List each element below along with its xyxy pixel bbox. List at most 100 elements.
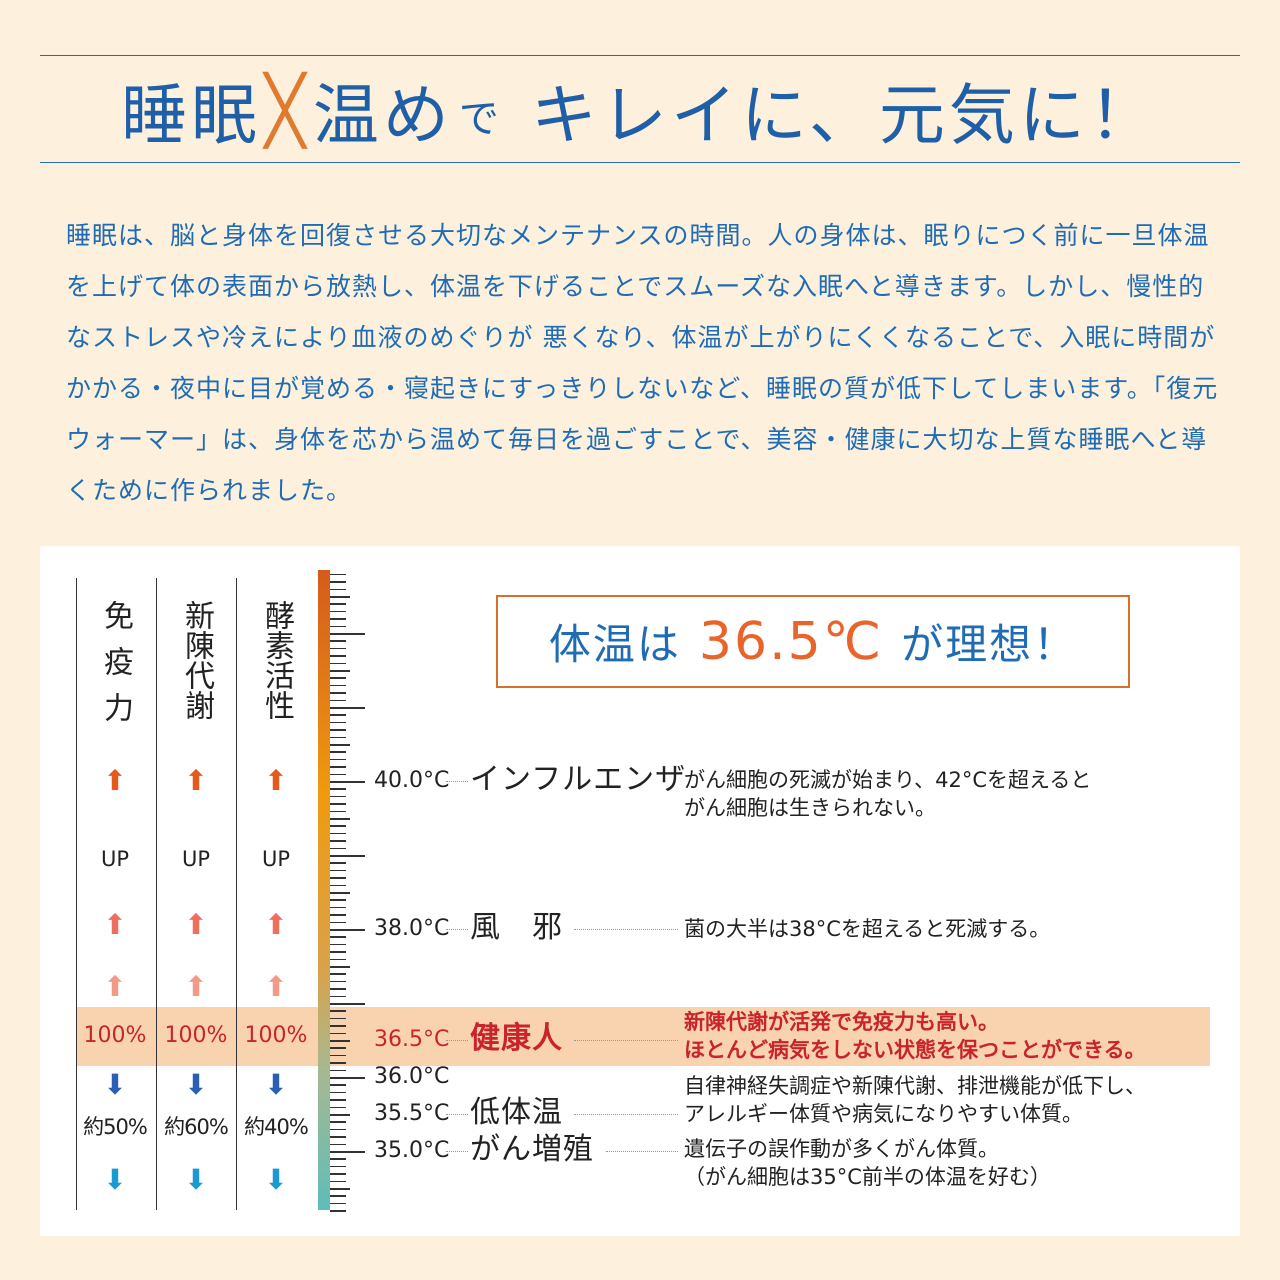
scale-tick bbox=[330, 751, 346, 753]
scale-tick bbox=[330, 1040, 350, 1042]
scale-tick bbox=[330, 1003, 365, 1005]
scale-tick bbox=[330, 1173, 346, 1175]
condition-description: 新陳代謝が活発で免疫力も高い。 bbox=[684, 1010, 999, 1034]
condition-description: 遺伝子の誤作動が多くがん体質。 bbox=[684, 1137, 999, 1161]
condition-description: 自律神経失調症や新陳代謝、排泄機能が低下し、 bbox=[684, 1074, 1146, 1098]
scale-tick bbox=[330, 847, 346, 850]
scale-tick bbox=[330, 1025, 346, 1027]
temp-label: 40.0°C bbox=[374, 768, 450, 793]
leader-dots bbox=[446, 1151, 468, 1152]
normal-percent: 100% bbox=[164, 1023, 228, 1048]
leader-dots bbox=[606, 1151, 678, 1152]
up-label: UP bbox=[100, 847, 130, 871]
scale-tick bbox=[330, 744, 350, 746]
scale-tick bbox=[330, 1158, 346, 1160]
scale-tick bbox=[330, 773, 346, 776]
scale-tick bbox=[330, 684, 346, 687]
scale-tick bbox=[330, 573, 346, 576]
intro-paragraph: 睡眠は、脳と身体を回復させる大切なメンテナンスの時間。人の身体は、眠りにつく前に… bbox=[66, 221, 1219, 505]
ideal-value: 36.5℃ bbox=[698, 611, 884, 672]
scale-tick bbox=[330, 1054, 346, 1057]
column-divider bbox=[236, 578, 237, 1210]
scale-tick bbox=[330, 1077, 365, 1079]
condition-description: がん細胞は生きられない。 bbox=[684, 796, 936, 820]
scale-tick bbox=[330, 921, 346, 924]
scale-tick bbox=[330, 1010, 346, 1012]
scale-tick bbox=[330, 973, 346, 975]
scale-tick bbox=[330, 966, 350, 968]
scale-tick bbox=[330, 758, 346, 761]
temp-label: 36.0°C bbox=[374, 1064, 450, 1089]
scale-tick bbox=[330, 818, 350, 820]
leader-dots bbox=[446, 1040, 468, 1041]
page-title: 睡眠 ╳ 温め で キレイに、元気に！ bbox=[40, 62, 1240, 158]
scale-tick bbox=[330, 1128, 346, 1131]
scale-tick bbox=[330, 840, 346, 842]
temp-label: 36.5°C bbox=[374, 1027, 450, 1052]
condition-description: ほとんど病気をしない状態を保つことができる。 bbox=[684, 1038, 1146, 1062]
scale-tick bbox=[330, 1047, 346, 1049]
leader-dots bbox=[574, 929, 678, 930]
scale-tick bbox=[330, 596, 350, 598]
scale-tick bbox=[330, 729, 346, 731]
temp-label: 38.0°C bbox=[374, 916, 450, 941]
column-heading: 酵素活性 bbox=[259, 600, 294, 720]
scale-tick bbox=[330, 633, 365, 635]
scale-tick bbox=[330, 625, 346, 628]
column-divider bbox=[156, 578, 157, 1210]
leader-dots bbox=[446, 1114, 468, 1115]
scale-tick bbox=[330, 855, 365, 857]
scale-tick bbox=[330, 581, 346, 583]
scale-tick bbox=[330, 699, 346, 702]
title-sleep: 睡眠 bbox=[121, 77, 262, 154]
scale-tick bbox=[330, 936, 346, 938]
scale-tick bbox=[330, 914, 346, 916]
scale-tick bbox=[330, 906, 346, 909]
scale-tick bbox=[330, 677, 346, 679]
scale-tick bbox=[330, 1084, 346, 1086]
leader-dots bbox=[574, 1040, 678, 1041]
scale-tick bbox=[330, 832, 346, 835]
scale-tick bbox=[330, 692, 346, 694]
arrow-up-icon: ⬆ bbox=[103, 970, 127, 1003]
scale-tick bbox=[330, 618, 346, 620]
scale-tick bbox=[330, 640, 346, 642]
condition-description: がん細胞の死滅が始まり、42°Cを超えると bbox=[684, 768, 1092, 792]
title-rule-top bbox=[40, 55, 1240, 56]
scale-tick bbox=[330, 803, 346, 805]
arrow-up-icon: ⬆ bbox=[264, 970, 288, 1003]
scale-tick bbox=[330, 951, 346, 953]
title-tagline: キレイに、元気に！ bbox=[530, 77, 1159, 154]
normal-percent: 100% bbox=[244, 1023, 308, 1048]
scale-tick bbox=[330, 1069, 346, 1072]
column-heading: 新陳代謝 bbox=[179, 600, 214, 720]
arrow-up-icon: ⬆ bbox=[184, 970, 208, 1003]
condition-description: アレルギー体質や病気になりやすい体質。 bbox=[684, 1102, 1083, 1126]
scale-tick bbox=[330, 588, 346, 591]
scale-tick bbox=[330, 899, 346, 901]
scale-tick bbox=[330, 988, 346, 990]
arrow-down-icon: ⬇ bbox=[264, 1068, 288, 1101]
healthy-highlight-band bbox=[76, 1007, 1210, 1066]
arrow-down-icon: ⬇ bbox=[184, 1068, 208, 1101]
scale-tick bbox=[330, 1114, 350, 1116]
up-label: UP bbox=[261, 847, 291, 871]
condition-label: インフルエンザ bbox=[470, 762, 687, 797]
scale-tick bbox=[330, 892, 350, 894]
scale-tick bbox=[330, 862, 346, 864]
condition-label: がん増殖 bbox=[470, 1132, 594, 1167]
arrow-up-icon: ⬆ bbox=[184, 908, 208, 941]
scale-tick bbox=[330, 825, 346, 827]
condition-label: 風 邪 bbox=[470, 910, 563, 945]
scale-tick bbox=[330, 1099, 346, 1101]
scale-tick bbox=[330, 1188, 350, 1190]
scale-tick bbox=[330, 714, 346, 716]
condition-description: （がん細胞は35°C前半の体温を好む） bbox=[684, 1165, 1051, 1189]
scale-tick bbox=[330, 655, 346, 657]
scale-tick bbox=[330, 1106, 346, 1109]
scale-tick bbox=[330, 877, 346, 879]
chart-panel bbox=[40, 546, 1240, 1236]
cross-icon: ╳ bbox=[265, 71, 309, 149]
scale-tick bbox=[330, 670, 350, 672]
arrow-down-icon: ⬇ bbox=[264, 1163, 288, 1196]
